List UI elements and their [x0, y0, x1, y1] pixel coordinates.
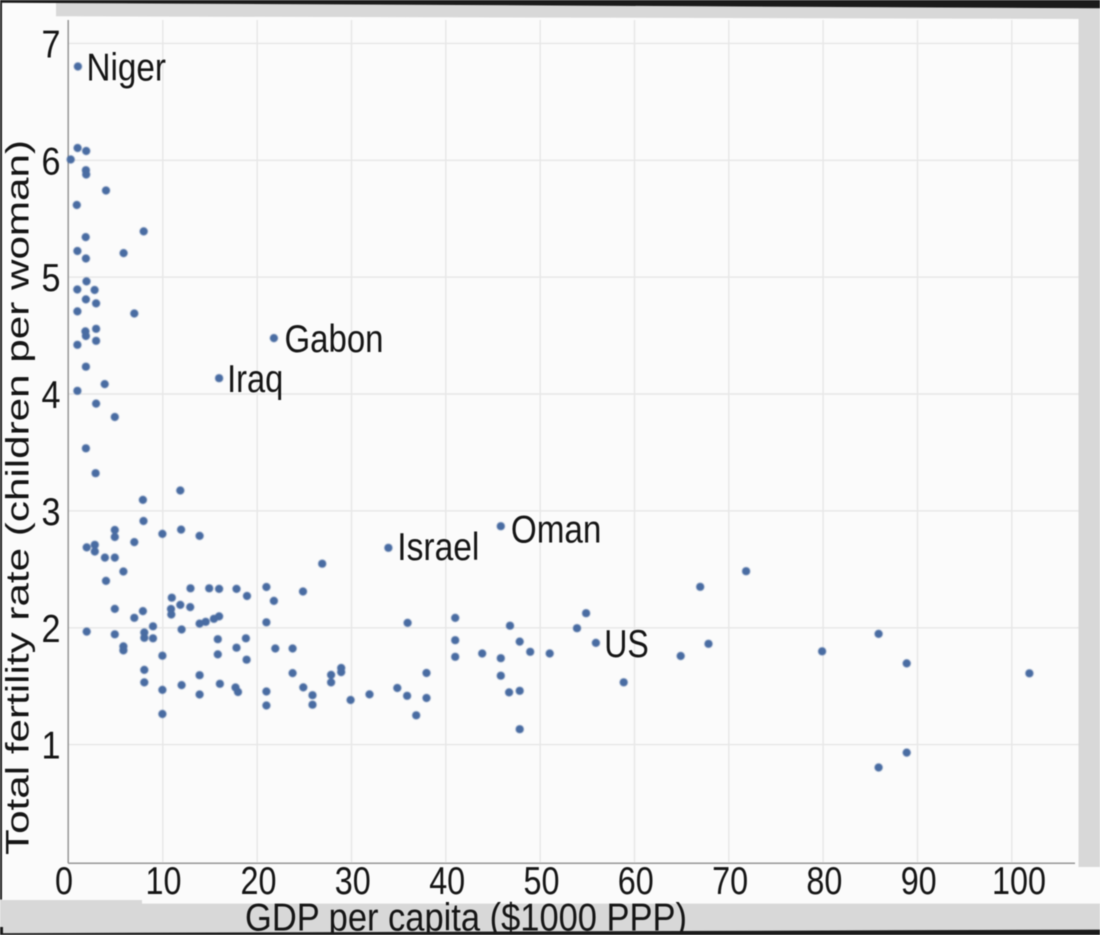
svg-text:Israel: Israel: [397, 526, 479, 569]
svg-text:Gabon: Gabon: [285, 318, 384, 361]
svg-text:Iraq: Iraq: [227, 358, 283, 401]
svg-text:Niger: Niger: [87, 47, 166, 90]
svg-text:5: 5: [42, 257, 61, 300]
svg-text:1: 1: [42, 725, 61, 768]
svg-text:70: 70: [712, 860, 748, 903]
svg-text:0: 0: [55, 860, 73, 903]
svg-text:60: 60: [618, 860, 654, 903]
svg-text:80: 80: [806, 860, 842, 903]
svg-text:90: 90: [901, 860, 937, 903]
svg-text:30: 30: [335, 860, 371, 903]
svg-text:Oman: Oman: [511, 509, 602, 552]
svg-text:US: US: [604, 623, 649, 666]
svg-text:40: 40: [429, 860, 465, 903]
svg-text:6: 6: [42, 140, 61, 183]
svg-text:10: 10: [146, 860, 182, 903]
svg-text:50: 50: [524, 860, 560, 903]
svg-text:Total fertility rate (children: Total fertility rate (children per woman…: [0, 140, 36, 855]
svg-text:7: 7: [42, 23, 61, 66]
svg-text:GDP per capita ($1000 PPP): GDP per capita ($1000 PPP): [245, 897, 687, 935]
svg-text:3: 3: [42, 491, 61, 534]
svg-text:2: 2: [42, 608, 61, 651]
svg-text:100: 100: [992, 860, 1046, 903]
svg-text:4: 4: [42, 374, 61, 417]
svg-text:20: 20: [241, 860, 277, 903]
